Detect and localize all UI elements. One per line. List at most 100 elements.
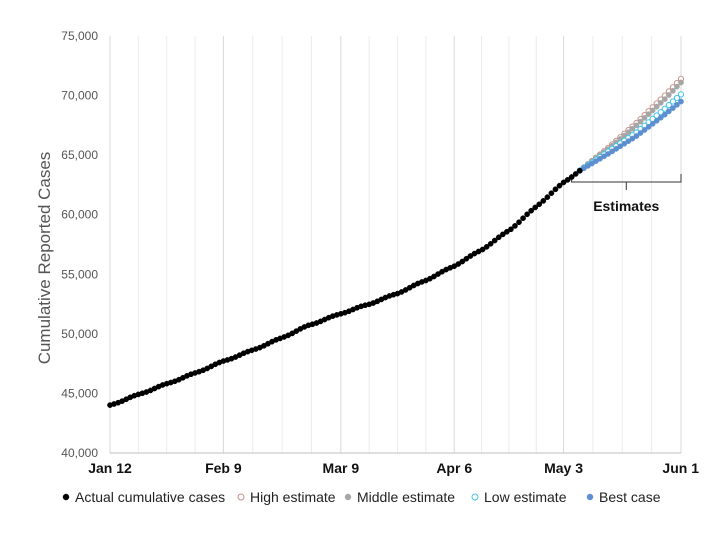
point-best-case bbox=[637, 130, 644, 136]
gridlines bbox=[109, 36, 682, 453]
point-best-case bbox=[617, 143, 624, 150]
x-tick-label: Apr 6 bbox=[436, 460, 472, 476]
legend-label: Middle estimate bbox=[357, 489, 455, 505]
point-actual-cumulative-cases bbox=[528, 207, 535, 214]
x-tick-label: Jan 12 bbox=[88, 460, 132, 476]
y-tick-label: 50,000 bbox=[61, 327, 98, 341]
point-actual-cumulative-cases bbox=[487, 240, 494, 247]
x-tick-label: Feb 9 bbox=[205, 460, 242, 476]
estimates-bracket bbox=[571, 174, 682, 190]
point-middle-estimate bbox=[653, 103, 660, 110]
point-best-case bbox=[649, 120, 656, 127]
point-actual-cumulative-cases bbox=[508, 226, 514, 233]
point-actual-cumulative-cases bbox=[455, 261, 462, 267]
point-low-estimate bbox=[677, 91, 685, 98]
point-actual-cumulative-cases bbox=[532, 204, 539, 211]
y-tick-label: 45,000 bbox=[61, 386, 98, 400]
point-actual-cumulative-cases bbox=[524, 211, 530, 218]
legend-label: Best case bbox=[599, 489, 661, 505]
legend-label: Low estimate bbox=[484, 489, 567, 505]
legend-marker bbox=[586, 493, 594, 501]
legend: Actual cumulative cases High estimate Midd… bbox=[62, 489, 661, 505]
point-actual-cumulative-cases bbox=[564, 176, 571, 183]
point-actual-cumulative-cases bbox=[560, 179, 567, 186]
point-actual-cumulative-cases bbox=[548, 190, 555, 197]
point-actual-cumulative-cases bbox=[483, 243, 490, 250]
point-actual-cumulative-cases bbox=[520, 215, 526, 222]
point-best-case bbox=[629, 135, 636, 142]
point-actual-cumulative-cases bbox=[576, 167, 583, 174]
data-points bbox=[107, 75, 685, 408]
point-best-case bbox=[653, 117, 660, 124]
point-middle-estimate bbox=[670, 87, 676, 94]
point-actual-cumulative-cases bbox=[552, 186, 559, 193]
x-tick-label: May 3 bbox=[544, 460, 583, 476]
point-best-case bbox=[678, 98, 684, 105]
point-best-case bbox=[641, 127, 648, 133]
point-middle-estimate bbox=[645, 111, 652, 117]
point-actual-cumulative-cases bbox=[512, 223, 518, 229]
point-actual-cumulative-cases bbox=[459, 258, 466, 265]
y-tick-label: 55,000 bbox=[61, 267, 98, 281]
point-middle-estimate bbox=[633, 122, 640, 129]
point-best-case bbox=[645, 124, 652, 130]
point-low-estimate bbox=[657, 108, 664, 116]
y-axis-label: Cumulative Reported Cases bbox=[35, 152, 54, 365]
point-middle-estimate bbox=[649, 107, 656, 114]
point-best-case bbox=[657, 114, 664, 121]
point-actual-cumulative-cases bbox=[556, 182, 563, 189]
point-middle-estimate bbox=[625, 129, 632, 136]
point-best-case bbox=[666, 108, 672, 115]
point-middle-estimate bbox=[678, 79, 684, 86]
point-middle-estimate bbox=[637, 118, 644, 125]
legend-marker bbox=[62, 493, 70, 501]
y-tick-label: 40,000 bbox=[61, 446, 98, 460]
bracket-path bbox=[571, 174, 682, 190]
point-low-estimate bbox=[661, 105, 668, 112]
legend-label: Actual cumulative cases bbox=[75, 489, 225, 505]
point-middle-estimate bbox=[641, 115, 648, 121]
point-best-case bbox=[621, 140, 628, 147]
y-tick-label: 60,000 bbox=[61, 208, 98, 222]
point-best-case bbox=[633, 133, 640, 139]
point-low-estimate bbox=[665, 102, 672, 109]
y-tick-label: 65,000 bbox=[61, 148, 98, 162]
point-actual-cumulative-cases bbox=[491, 237, 498, 244]
legend-marker bbox=[471, 493, 479, 501]
point-actual-cumulative-cases bbox=[568, 174, 575, 180]
point-best-case bbox=[670, 105, 676, 111]
point-actual-cumulative-cases bbox=[495, 234, 502, 241]
point-actual-cumulative-cases bbox=[544, 194, 551, 201]
point-low-estimate bbox=[669, 98, 677, 105]
x-tick-label: Jun 1 bbox=[662, 460, 699, 476]
legend-label: High estimate bbox=[250, 489, 336, 505]
point-best-case bbox=[613, 145, 620, 152]
legend-marker bbox=[344, 493, 352, 501]
point-middle-estimate bbox=[661, 96, 668, 102]
point-actual-cumulative-cases bbox=[479, 246, 486, 253]
estimates-annotation: Estimates bbox=[593, 198, 659, 214]
legend-marker bbox=[237, 493, 245, 501]
x-axis-ticks: Jan 12 Feb 9 Mar 9 Apr 6 May 3 Jun 1 bbox=[88, 460, 699, 476]
point-best-case bbox=[674, 101, 680, 108]
y-axis-ticks: 40,000 45,000 50,000 55,000 60,000 65,000 70,0… bbox=[61, 29, 98, 460]
x-tick-label: Mar 9 bbox=[323, 460, 360, 476]
point-actual-cumulative-cases bbox=[499, 231, 506, 238]
point-middle-estimate bbox=[674, 83, 680, 90]
point-actual-cumulative-cases bbox=[516, 219, 522, 226]
point-best-case bbox=[661, 111, 668, 118]
point-best-case bbox=[605, 151, 611, 157]
point-best-case bbox=[609, 148, 616, 155]
point-middle-estimate bbox=[657, 100, 664, 106]
point-actual-cumulative-cases bbox=[536, 201, 543, 208]
point-best-case bbox=[625, 138, 632, 145]
point-actual-cumulative-cases bbox=[572, 171, 579, 177]
point-middle-estimate bbox=[666, 92, 672, 98]
y-tick-label: 70,000 bbox=[61, 89, 98, 103]
point-actual-cumulative-cases bbox=[463, 255, 470, 262]
point-actual-cumulative-cases bbox=[504, 228, 510, 235]
y-tick-label: 75,000 bbox=[61, 29, 98, 43]
point-actual-cumulative-cases bbox=[540, 198, 547, 204]
point-middle-estimate bbox=[629, 125, 636, 132]
